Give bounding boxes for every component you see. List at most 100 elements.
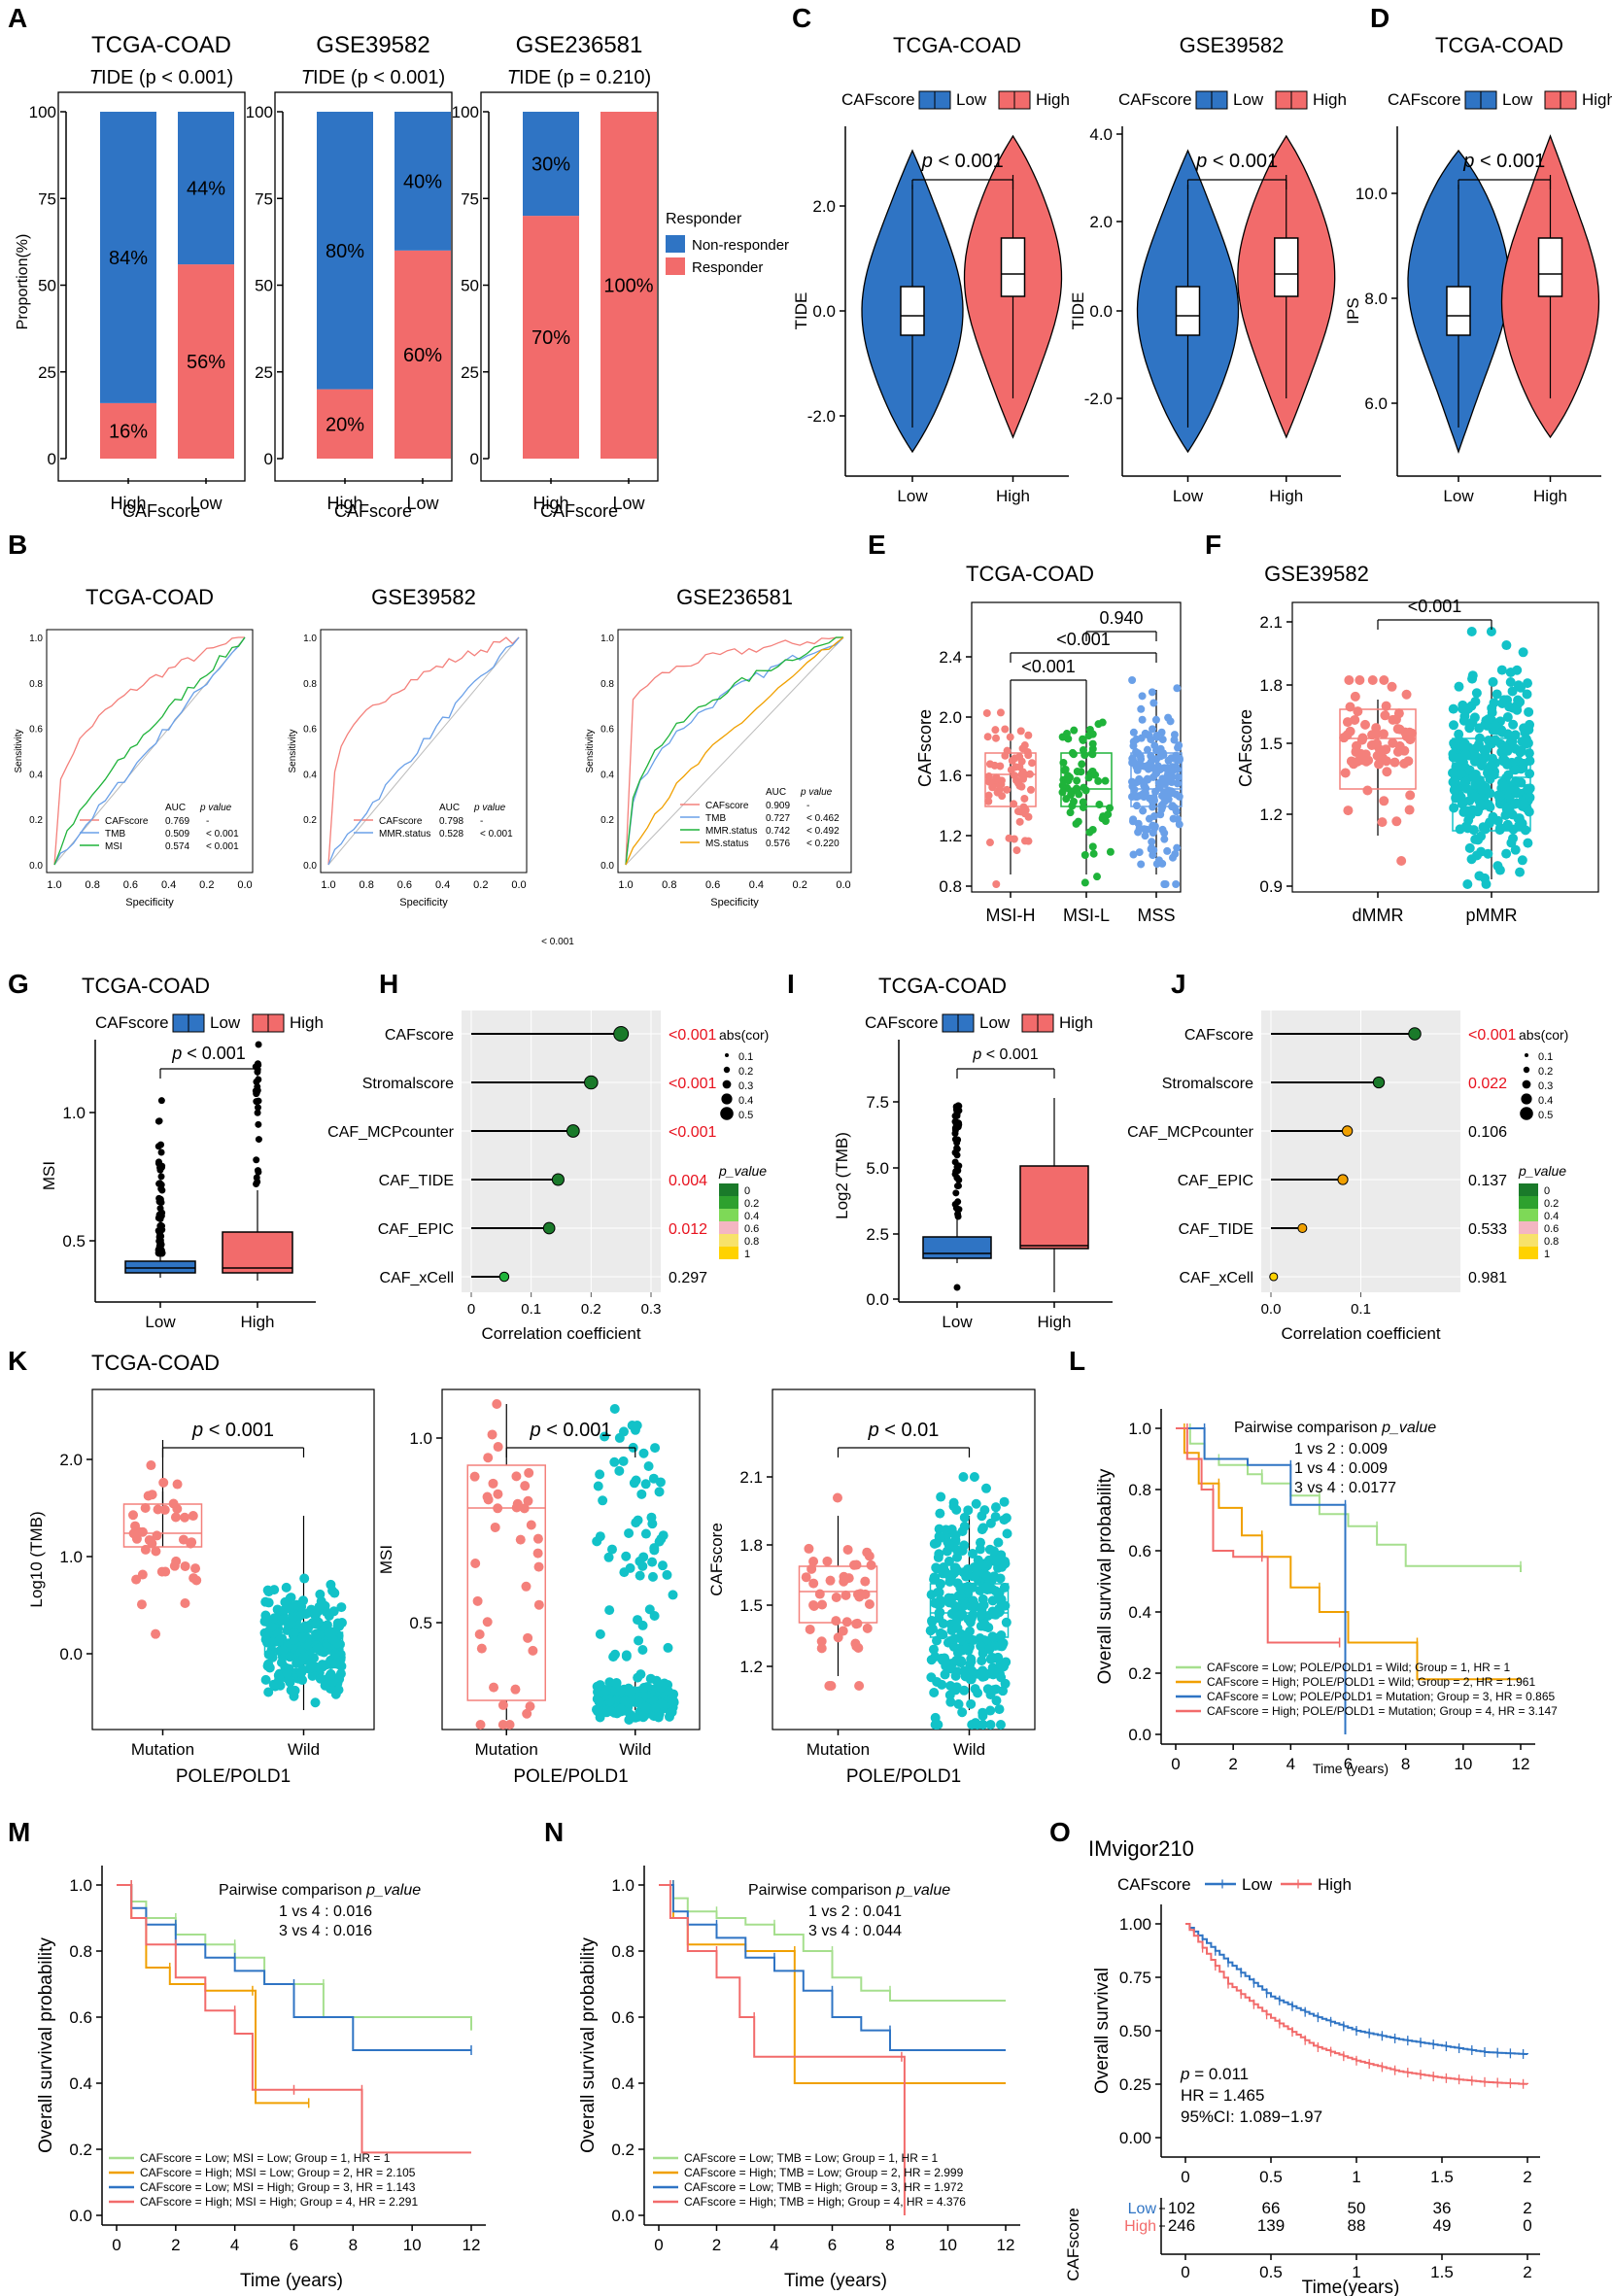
panelK-point: [632, 1421, 642, 1431]
panelE-point: [1006, 733, 1014, 741]
panelF-point: [1525, 756, 1535, 767]
panelF-point: [1459, 740, 1470, 751]
panelK-point: [609, 1404, 620, 1414]
panelB-roc-curve: [53, 636, 246, 866]
panelE-point: [1137, 860, 1146, 869]
panelI-ylabel: Log2 (TMB): [833, 1132, 851, 1219]
panelB-frame: [46, 629, 254, 874]
panelK-point: [515, 1534, 526, 1545]
panelL-pair-line: 1 vs 2 : 0.009: [1294, 1441, 1388, 1457]
panelH-p-legend-key: [719, 1209, 738, 1221]
panelK-point: [330, 1659, 341, 1669]
panelK-point: [989, 1572, 1000, 1583]
panelJ-xtick-label: 0.1: [1351, 1301, 1371, 1318]
panelK-point: [140, 1544, 151, 1555]
panelN-xtick-label: 2: [712, 2236, 721, 2254]
panelE-point: [1141, 832, 1149, 840]
panelE-point: [1149, 764, 1157, 772]
panelA-xtick-label: High: [326, 494, 362, 513]
panelK-ytick-label: 1.0: [409, 1429, 432, 1448]
panelK-point: [526, 1520, 536, 1530]
panelI-legend-label: High: [1059, 1013, 1093, 1032]
panelF-point: [1350, 691, 1360, 702]
panelB-roc-curve: [53, 636, 246, 866]
panelE-point: [1149, 803, 1157, 811]
panelK-point: [638, 1709, 649, 1720]
panelI-legend-label: Low: [979, 1013, 1011, 1032]
panelK-point: [490, 1522, 500, 1532]
panelJ-p-legend-label: 0: [1544, 1185, 1550, 1197]
panelE-point: [1069, 798, 1078, 806]
panelF-point: [1469, 792, 1480, 803]
panelK-point: [938, 1629, 948, 1640]
panelF-point: [1460, 749, 1471, 760]
panelJ-size-legend-key: [1523, 1066, 1530, 1074]
panelF-point: [1474, 723, 1485, 734]
panelE-point: [1098, 814, 1107, 823]
panelK-point: [942, 1546, 952, 1557]
panelA-ytick-label: 75: [38, 189, 56, 208]
panelJ-pvalue-label: 0.981: [1468, 1270, 1507, 1286]
panelE-bracket-label: 0.940: [1099, 608, 1143, 628]
panelK-point: [636, 1489, 647, 1499]
panelK-point: [808, 1578, 819, 1589]
panelO-risk-count: 36: [1433, 2199, 1452, 2217]
panelE-point: [993, 788, 1002, 797]
panelA-xlabel: CAFscore: [334, 501, 412, 521]
panelL-legend-label: CAFscore = Low; POLE/POLD1 = Wild; Group…: [1207, 1661, 1510, 1674]
panelM-ytick-label: 0.8: [69, 1942, 92, 1961]
panelB-xtick-label: 0.8: [360, 879, 374, 891]
panelH-xtick-label: 0.1: [521, 1301, 541, 1318]
panelH-dot: [566, 1124, 580, 1138]
panelF-point: [1486, 761, 1496, 771]
panelK-point: [966, 1654, 977, 1664]
panelK-point: [967, 1548, 977, 1559]
panelK-point: [327, 1634, 338, 1645]
panelH-pvalue-label: <0.001: [669, 1027, 716, 1044]
panelF-point: [1461, 783, 1472, 794]
panelJ-size-legend-key: [1522, 1079, 1531, 1089]
panelO-risk-count: 88: [1348, 2216, 1366, 2235]
panelA-bar-label: 80%: [326, 241, 364, 262]
panelB-xtick-label: 0.6: [123, 879, 138, 891]
panelE-point: [984, 797, 993, 805]
panelF-point: [1454, 753, 1464, 764]
panelK-point: [987, 1631, 998, 1642]
panelF-point: [1507, 686, 1518, 697]
panelH-size-legend-label: 0.2: [738, 1066, 753, 1078]
panelL-pair-line: 3 vs 4 : 0.0177: [1294, 1480, 1396, 1496]
panelF-point: [1367, 675, 1378, 685]
panelE-point: [1094, 720, 1103, 729]
panelK-point: [977, 1525, 987, 1535]
panelK-point: [971, 1498, 981, 1509]
panelF-point: [1456, 769, 1466, 779]
panelK-point: [489, 1682, 499, 1693]
panelK-point: [151, 1546, 161, 1557]
panelG-ytick-label: 0.5: [62, 1232, 86, 1251]
panelA-xlabel: CAFscore: [540, 501, 618, 521]
panelK-point: [314, 1601, 325, 1612]
panelK-point: [991, 1696, 1002, 1706]
panelK-point: [269, 1613, 280, 1624]
panelH-size-legend-label: 0.5: [738, 1110, 753, 1121]
panel-letter: N: [544, 1817, 564, 1847]
panelF-point: [1463, 815, 1474, 826]
panelE-point: [1138, 715, 1147, 724]
panelE-xtick-label: MSI-L: [1063, 906, 1110, 925]
panelE-point: [1026, 785, 1035, 794]
panelL-ytick-label: 1.0: [1128, 1420, 1151, 1438]
panelK-point: [169, 1560, 180, 1571]
panelG-outlier: [154, 1158, 162, 1166]
panelK-xtick-label: Mutation: [475, 1740, 538, 1759]
panelK-point: [264, 1649, 275, 1660]
panelK-point: [826, 1681, 837, 1691]
panelE-point: [1148, 688, 1156, 697]
panelA-bar-label: 20%: [326, 414, 364, 435]
panelK-point: [650, 1702, 661, 1713]
panelK-point: [959, 1521, 970, 1531]
panelE-point: [1012, 846, 1021, 855]
panelB-ytick-label: 0.0: [600, 861, 614, 872]
panelO-legend-plus: +: [1293, 1874, 1304, 1894]
panelK-point: [631, 1475, 641, 1486]
panelE-point: [1154, 856, 1163, 865]
